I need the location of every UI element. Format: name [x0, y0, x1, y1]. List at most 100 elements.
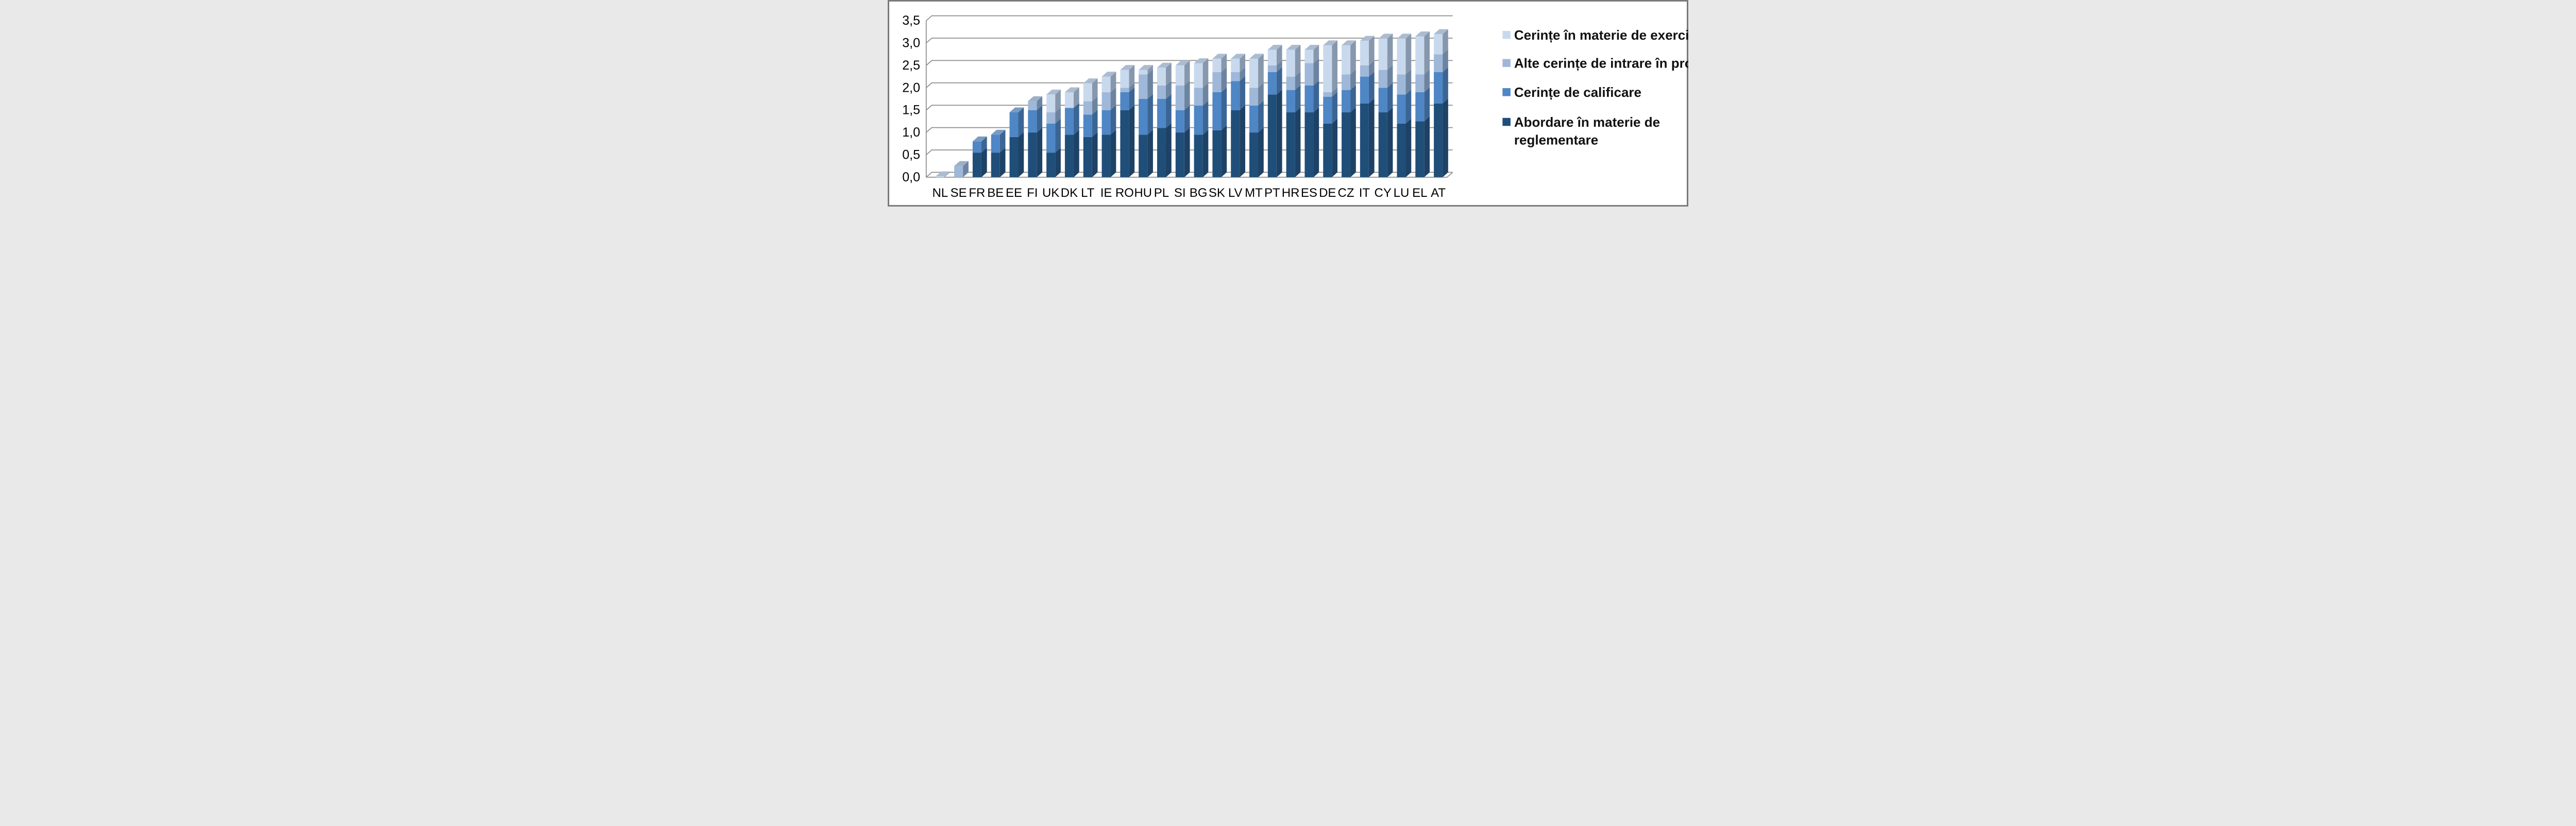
x-label-FI: FI — [1027, 186, 1038, 200]
bar-segment — [1286, 112, 1295, 177]
bar-segment-side — [1240, 76, 1245, 110]
bar-segment — [1212, 92, 1222, 130]
legend-swatch-reglementare — [1502, 117, 1511, 126]
bar-segment — [1157, 128, 1166, 177]
bar-UK — [1046, 89, 1061, 177]
bar-SE — [954, 161, 969, 177]
bar-segment-side — [1313, 58, 1319, 86]
bar-LT — [1083, 78, 1098, 177]
bar-top-face — [1046, 89, 1061, 95]
bar-segment — [1286, 90, 1295, 113]
bar-segment — [1415, 92, 1425, 122]
bar-top-face — [1323, 40, 1338, 45]
gridline — [926, 15, 1453, 21]
bar-segment — [1194, 106, 1203, 135]
legend-label-reglementare-line1: Abordare în materie de — [1514, 114, 1660, 130]
bar-segment-side — [1313, 107, 1319, 177]
bar-segment-side — [1055, 107, 1061, 124]
bar-segment-side — [1147, 129, 1153, 177]
bar-segment-side — [1092, 132, 1098, 177]
bar-segment-side — [1258, 127, 1264, 177]
bar-segment-side — [944, 171, 951, 177]
bar-segment — [1139, 74, 1148, 99]
stacked-bar-chart: 0,0 0,5 1,0 1,5 2,0 2,5 3,0 3,5 NL SE FR BE EE FI UK DK… — [888, 0, 1688, 207]
bar-IT — [1360, 36, 1375, 177]
bar-segment — [1157, 98, 1166, 128]
bar-segment — [1083, 137, 1092, 177]
x-label-HU: HU — [1134, 186, 1152, 200]
x-label-LV: LV — [1228, 186, 1243, 200]
bar-segment-side — [1055, 119, 1061, 153]
bar-AT — [1434, 29, 1448, 177]
bar-segment — [1101, 110, 1111, 135]
x-label-CZ: CZ — [1338, 186, 1354, 200]
bar-segment-side — [1405, 33, 1412, 75]
y-tick-label: 3,5 — [902, 13, 920, 28]
x-label-ES: ES — [1301, 186, 1317, 200]
bar-segment — [1194, 134, 1203, 177]
bar-segment-side — [1424, 69, 1430, 92]
bar-segment-side — [1258, 54, 1264, 88]
bar-segment — [972, 153, 981, 177]
bar-segment-side — [1387, 107, 1393, 177]
bar-segment — [1231, 58, 1240, 72]
bar-segment — [1120, 88, 1129, 92]
bar-top-face — [1249, 54, 1264, 59]
legend-label-calificare: Cerințe de calificare — [1514, 85, 1641, 100]
bar-segment-side — [1276, 67, 1282, 95]
bar-segment — [1175, 85, 1184, 110]
bar-segment-side — [1443, 67, 1448, 104]
bar-segment — [1101, 76, 1111, 92]
bar-segment — [972, 141, 981, 153]
bar-segment-side — [1129, 82, 1135, 92]
bar-segment — [1360, 76, 1369, 104]
bar-segment-side — [1202, 100, 1209, 135]
x-label-IT: IT — [1359, 186, 1370, 200]
bar-segment — [1360, 103, 1369, 177]
bar-segment — [1249, 88, 1259, 106]
bar-segment — [1028, 101, 1037, 110]
bar-top-face — [1009, 107, 1024, 113]
bar-top-face — [1120, 65, 1135, 70]
bar-segment — [1249, 132, 1259, 177]
bar-segment — [936, 176, 945, 177]
bar-BE — [991, 129, 1006, 177]
x-label-MT: MT — [1245, 186, 1263, 200]
legend-label-exercitare: Cerințe în materie de exercitare — [1514, 27, 1688, 43]
bar-segment-side — [1110, 129, 1116, 177]
x-label-EL: EL — [1412, 186, 1427, 200]
y-tick-label: 2,0 — [902, 80, 920, 95]
bar-segment — [1415, 121, 1425, 177]
x-label-PT: PT — [1264, 186, 1280, 200]
bar-segment — [1415, 74, 1425, 92]
bar-segment-side — [1405, 69, 1412, 95]
bar-top-face — [1175, 60, 1190, 65]
bar-segment-side — [1202, 129, 1209, 177]
bar-segment — [1231, 81, 1240, 110]
bar-segment — [1323, 45, 1332, 92]
bar-segment — [1360, 65, 1369, 77]
bar-segment-side — [1332, 92, 1338, 124]
bar-segment — [1415, 36, 1425, 75]
bar-top-face — [1360, 36, 1375, 41]
bar-segment — [1120, 70, 1129, 88]
y-tick-label: 0,5 — [902, 147, 920, 162]
bar-segment — [1323, 123, 1332, 177]
bar-top-face — [1304, 45, 1319, 50]
bar-segment — [1378, 38, 1387, 70]
bar-segment — [1212, 130, 1222, 177]
bar-segment-side — [1405, 89, 1412, 124]
bar-segment — [1083, 114, 1092, 137]
legend-swatch-calificare — [1502, 88, 1511, 96]
bar-segment — [1083, 83, 1092, 102]
bar-segment-side — [1184, 60, 1190, 86]
bar-segment-side — [1129, 105, 1135, 177]
bar-segment-side — [1018, 132, 1024, 177]
bar-segment-side — [1313, 45, 1319, 63]
bar-segment-side — [1184, 80, 1190, 110]
bar-segment — [1175, 65, 1184, 86]
bar-EE — [1009, 107, 1024, 177]
bar-segment-side — [1387, 33, 1393, 70]
bar-top-face — [1139, 65, 1153, 70]
bar-SK — [1212, 54, 1227, 177]
